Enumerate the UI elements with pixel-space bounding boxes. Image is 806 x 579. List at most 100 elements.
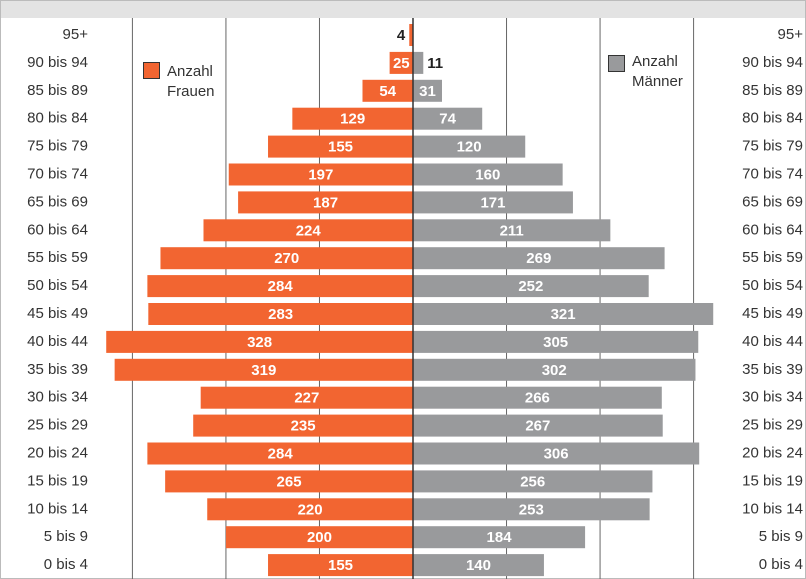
age-label-left: 80 bis 84 (27, 110, 88, 127)
bar (362, 79, 413, 102)
age-label-left: 55 bis 59 (27, 249, 88, 266)
age-label-left: 40 bis 44 (27, 333, 88, 350)
bar (193, 414, 413, 437)
age-label-right: 0 bis 4 (759, 556, 803, 573)
value-label: 197 (308, 166, 333, 183)
bar (147, 442, 413, 465)
legend-swatch (143, 62, 160, 79)
age-label-right: 70 bis 74 (742, 165, 803, 182)
bar (225, 526, 413, 549)
bar (413, 470, 653, 493)
age-label-right: 40 bis 44 (742, 333, 803, 350)
value-label: 31 (419, 83, 436, 100)
age-label-right: 50 bis 54 (742, 277, 803, 294)
bar (413, 163, 563, 186)
age-label-left: 20 bis 24 (27, 444, 88, 461)
age-label-left: 85 bis 89 (27, 82, 88, 99)
age-label-left: 25 bis 29 (27, 417, 88, 434)
value-label: 302 (542, 362, 567, 379)
age-label-left: 60 bis 64 (27, 221, 88, 238)
bar (413, 135, 526, 158)
bar (413, 358, 696, 381)
age-label-left: 5 bis 9 (44, 528, 88, 545)
bar (413, 219, 611, 242)
age-label-right: 15 bis 19 (742, 472, 803, 489)
value-label: 321 (551, 306, 576, 323)
value-label: 266 (525, 390, 550, 407)
age-label-left: 45 bis 49 (27, 305, 88, 322)
bar (268, 554, 413, 577)
value-label: 155 (328, 557, 353, 574)
value-label: 211 (500, 222, 524, 239)
value-label: 224 (296, 222, 322, 239)
value-label: 319 (251, 362, 276, 379)
age-label-right: 85 bis 89 (742, 82, 803, 99)
age-label-right: 45 bis 49 (742, 305, 803, 322)
bar (207, 498, 413, 521)
age-label-right: 30 bis 34 (742, 389, 803, 406)
frame-top (0, 0, 806, 18)
value-label: 160 (475, 166, 500, 183)
age-label-left: 10 bis 14 (27, 500, 88, 517)
value-label: 269 (526, 250, 551, 267)
bar (148, 303, 413, 325)
age-label-right: 65 bis 69 (742, 193, 803, 210)
bar (413, 498, 650, 521)
legend-label: Anzahl Frauen (167, 62, 223, 102)
value-label: 11 (427, 55, 443, 72)
bar (114, 358, 413, 381)
value-label: 265 (277, 473, 302, 490)
bar (292, 107, 413, 130)
age-label-left: 35 bis 39 (27, 361, 88, 378)
age-label-right: 95+ (778, 26, 804, 43)
bar (413, 275, 649, 298)
age-label-left: 75 bis 79 (27, 138, 88, 155)
bar (228, 163, 413, 186)
age-label-left: 95+ (63, 26, 89, 43)
bar (268, 135, 413, 158)
value-label: 171 (480, 194, 505, 211)
value-label: 253 (519, 501, 544, 518)
value-label: 284 (268, 445, 294, 462)
value-label: 256 (520, 473, 545, 490)
age-label-left: 15 bis 19 (27, 472, 88, 489)
age-label-right: 20 bis 24 (742, 444, 803, 461)
age-label-right: 75 bis 79 (742, 138, 803, 155)
bar (413, 107, 483, 130)
value-label: 235 (291, 418, 316, 435)
value-label: 4 (397, 27, 406, 44)
bar (389, 51, 413, 74)
value-label: 284 (268, 278, 294, 295)
bar (413, 554, 544, 577)
value-label: 74 (439, 111, 456, 128)
value-label: 328 (247, 334, 272, 351)
value-label: 54 (379, 83, 396, 100)
value-label: 305 (543, 334, 568, 351)
value-label: 120 (457, 139, 482, 156)
bar (238, 191, 413, 214)
bar (106, 330, 414, 353)
value-label: 155 (328, 139, 353, 156)
value-label: 227 (294, 390, 319, 407)
age-label-right: 10 bis 14 (742, 500, 803, 517)
age-label-right: 90 bis 94 (742, 54, 803, 71)
age-label-right: 60 bis 64 (742, 221, 803, 238)
value-label: 184 (487, 529, 513, 546)
bar (413, 386, 662, 409)
value-label: 220 (298, 501, 323, 518)
bar (413, 303, 714, 325)
age-label-left: 0 bis 4 (44, 556, 88, 573)
age-label-left: 70 bis 74 (27, 165, 88, 182)
value-label: 129 (340, 111, 365, 128)
value-label: 283 (268, 306, 293, 323)
bar (413, 330, 699, 353)
bar (413, 247, 665, 270)
value-label: 306 (544, 445, 569, 462)
bar (203, 219, 413, 242)
age-label-left: 65 bis 69 (27, 193, 88, 210)
value-label: 25 (393, 55, 410, 72)
legend-swatch (608, 55, 625, 72)
value-label: 252 (518, 278, 543, 295)
